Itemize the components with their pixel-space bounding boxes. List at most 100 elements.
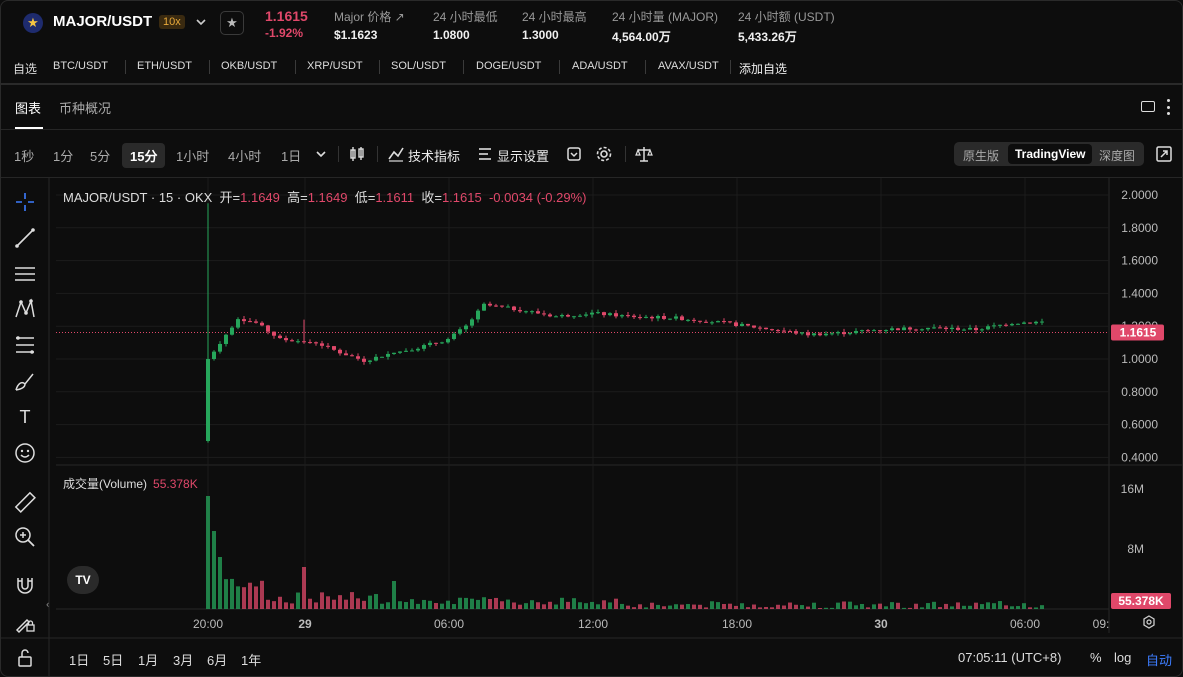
volume-bar xyxy=(440,603,444,609)
collapse-toolbar-icon[interactable]: ‹ xyxy=(46,599,50,611)
range-1y[interactable]: 1年 xyxy=(241,653,262,668)
auto-toggle[interactable]: 自动 xyxy=(1146,653,1173,668)
volume-legend: 成交量(Volume) 55.378K xyxy=(63,475,198,492)
candle-body xyxy=(896,328,900,331)
candle-body xyxy=(206,359,210,441)
interval-4h[interactable]: 4小时 xyxy=(228,149,262,164)
candle-body xyxy=(602,312,606,316)
volume-bar xyxy=(626,605,630,609)
interval-5m[interactable]: 5分 xyxy=(90,149,111,164)
trend-line-icon[interactable] xyxy=(13,226,37,250)
template-icon[interactable] xyxy=(565,145,583,163)
volume-bar xyxy=(824,607,828,609)
percent-toggle[interactable]: % xyxy=(1090,650,1102,665)
favorite-pair[interactable]: BTC/USDT xyxy=(53,60,108,72)
favorite-pair[interactable]: ADA/USDT xyxy=(572,60,628,72)
favorite-pair[interactable]: AVAX/USDT xyxy=(658,60,719,72)
volume-bar xyxy=(278,596,282,609)
volume-bar xyxy=(272,601,276,609)
range-5d[interactable]: 5日 xyxy=(103,653,124,668)
volume-bar xyxy=(986,602,990,609)
volume-bar xyxy=(362,600,366,609)
indicators-button[interactable]: 技术指标 xyxy=(408,149,461,164)
interval-1s[interactable]: 1秒 xyxy=(14,149,35,164)
volume-bar xyxy=(428,600,432,609)
more-options-icon[interactable] xyxy=(1167,99,1171,115)
window-icon[interactable] xyxy=(1141,101,1155,112)
price-label: 1.6000 xyxy=(1121,254,1158,268)
favorite-pair[interactable]: XRP/USDT xyxy=(307,60,363,72)
volume-bar xyxy=(704,607,708,609)
time-label: 12:00 xyxy=(578,617,608,631)
stat-major-price[interactable]: Major 价格 ↗ $1.1623 xyxy=(334,8,405,42)
display-settings-button[interactable]: 显示设置 xyxy=(497,149,550,164)
emoji-icon[interactable] xyxy=(13,441,37,465)
scale-icon[interactable] xyxy=(635,145,653,163)
chevron-down-icon[interactable] xyxy=(312,145,330,163)
candle-body xyxy=(512,306,516,311)
range-1m[interactable]: 1月 xyxy=(138,653,159,668)
crosshair-icon[interactable] xyxy=(13,190,37,214)
volume-bar xyxy=(980,604,984,609)
interval-1d[interactable]: 1日 xyxy=(281,149,302,164)
favorite-pair[interactable]: DOGE/USDT xyxy=(476,60,542,72)
favorite-pair[interactable]: SOL/USDT xyxy=(391,60,447,72)
lock-icon[interactable] xyxy=(13,646,37,670)
range-3m[interactable]: 3月 xyxy=(173,653,194,668)
range-6m[interactable]: 6月 xyxy=(207,653,228,668)
favorite-pair[interactable]: OKB/USDT xyxy=(221,60,278,72)
volume-bar xyxy=(302,567,306,609)
view-tradingview[interactable]: TradingView xyxy=(1015,147,1086,161)
lock-drawing-icon[interactable] xyxy=(13,610,37,634)
text-tool-icon[interactable]: T xyxy=(19,406,31,427)
ruler-icon[interactable] xyxy=(13,490,37,514)
volume-bar xyxy=(908,607,912,609)
pair-title[interactable]: MAJOR/USDT xyxy=(53,13,153,30)
fullscreen-icon[interactable] xyxy=(1156,146,1172,162)
interval-1m[interactable]: 1分 xyxy=(53,149,74,164)
volume-bar xyxy=(854,605,858,609)
view-depth[interactable]: 深度图 xyxy=(1099,149,1136,163)
magnet-icon[interactable] xyxy=(13,574,37,598)
candle-body xyxy=(890,328,894,331)
candle-body xyxy=(614,313,618,317)
candle-body xyxy=(260,322,264,326)
volume-bar xyxy=(668,605,672,609)
zoom-in-icon[interactable] xyxy=(13,525,37,549)
candle-body xyxy=(836,332,840,334)
volume-bar xyxy=(1040,605,1044,609)
gear-icon[interactable] xyxy=(1142,615,1156,629)
candle-body xyxy=(368,360,372,362)
horizontal-lines-icon[interactable] xyxy=(13,262,37,286)
favorite-pair[interactable]: ETH/USDT xyxy=(137,60,192,72)
fib-icon[interactable] xyxy=(13,333,37,357)
candlestick-icon[interactable] xyxy=(348,145,366,163)
range-1d[interactable]: 1日 xyxy=(69,653,90,668)
time-label: 20:00 xyxy=(193,617,223,631)
candle-body xyxy=(668,318,672,320)
display-settings-icon[interactable] xyxy=(476,145,494,163)
view-native[interactable]: 原生版 xyxy=(963,149,1000,163)
interval-15m[interactable]: 15分 xyxy=(122,143,166,168)
tradingview-logo[interactable]: TV xyxy=(67,566,99,594)
clock-timezone[interactable]: 07:05:11 (UTC+8) xyxy=(958,650,1062,665)
indicators-icon[interactable] xyxy=(387,145,405,163)
favorite-star-button[interactable]: ★ xyxy=(220,11,244,35)
tab-coin-overview[interactable]: 币种概况 xyxy=(59,101,112,116)
gear-icon[interactable] xyxy=(595,145,613,163)
volume-bar xyxy=(674,604,678,609)
log-toggle[interactable]: log xyxy=(1114,650,1132,665)
volume-bar xyxy=(494,597,498,609)
brush-icon[interactable] xyxy=(13,369,37,393)
chevron-down-icon[interactable] xyxy=(194,14,208,30)
interval-1h[interactable]: 1小时 xyxy=(176,149,210,164)
add-favorite-button[interactable]: 添加自选 xyxy=(739,62,788,76)
volume-bar xyxy=(254,586,258,609)
volume-bar xyxy=(848,601,852,609)
price-label: 1.4000 xyxy=(1121,286,1158,300)
legend-high: 1.1649 xyxy=(307,190,348,205)
divider xyxy=(730,60,731,74)
tab-chart[interactable]: 图表 xyxy=(15,101,42,116)
pattern-icon[interactable] xyxy=(13,297,37,321)
